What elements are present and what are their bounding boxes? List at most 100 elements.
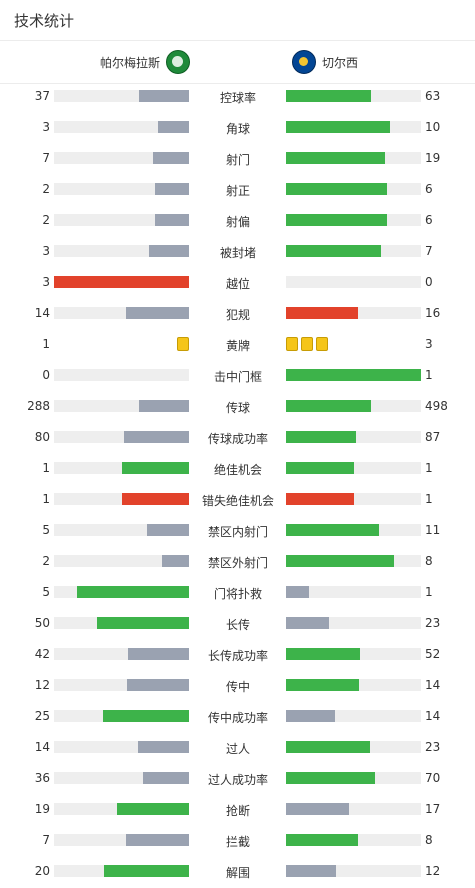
away-bar-fill [286,400,372,412]
away-stat-value: 14 [425,678,441,692]
stat-row: 2 射正 6 [0,180,475,200]
section-header: 技术统计 [0,0,475,41]
home-bar-track [54,555,189,567]
away-bar-fill [286,617,330,629]
stat-label: 过人 [225,742,250,756]
away-bar-fill [286,121,390,133]
home-stat-value: 1 [42,492,50,506]
home-bar-track [54,524,189,536]
away-stat-value: 1 [425,368,433,382]
stat-label: 解围 [225,866,250,880]
stat-row: 14 犯规 16 [0,304,475,324]
away-stat-value: 1 [425,461,433,475]
away-bar-track [286,431,421,443]
away-stat-value: 0 [425,275,433,289]
home-stat-value: 19 [34,802,50,816]
stat-row: 25 传中成功率 14 [0,707,475,727]
away-bar-track [286,524,421,536]
stat-row: 19 抢断 17 [0,800,475,820]
home-bar-fill [76,586,189,598]
away-bar-fill [286,648,361,660]
home-bar-track [54,152,189,164]
away-bar-fill [286,214,388,226]
stat-row: 12 传中 14 [0,676,475,696]
home-bar-fill [155,214,189,226]
home-bar-track [54,865,189,877]
home-bar-fill [148,245,189,257]
stat-label: 传球 [225,401,250,415]
stat-row: 50 长传 23 [0,614,475,634]
home-bar-fill [157,121,189,133]
chelsea-logo-icon [292,50,316,74]
away-stat-value: 7 [425,244,433,258]
away-bar-track [286,865,421,877]
home-bar-fill [121,462,189,474]
away-bar-track [286,121,421,133]
away-bar-fill [286,803,350,815]
home-stat-value: 42 [34,647,50,661]
stat-label: 禁区外射门 [207,556,268,570]
home-bar-track [54,741,189,753]
home-stat-value: 5 [42,585,50,599]
stat-label: 射门 [225,153,250,167]
away-stat-value: 52 [425,647,441,661]
home-bar-fill [152,152,189,164]
yellow-card-icon [177,337,189,351]
away-stat-value: 16 [425,306,441,320]
away-bar-track [286,741,421,753]
away-bar-fill [286,369,421,381]
away-bar-track [286,617,421,629]
stat-label: 门将扑救 [213,587,262,601]
stat-row: 42 长传成功率 52 [0,645,475,665]
yellow-card-icon [286,337,298,351]
yellow-card-icon [316,337,328,351]
stat-label: 传球成功率 [207,432,268,446]
stat-label: 控球率 [219,91,256,105]
away-bar-fill [286,431,357,443]
stat-row: 2 射偏 6 [0,211,475,231]
away-stat-value: 10 [425,120,441,134]
home-team-name: 帕尔梅拉斯 [99,55,160,70]
home-bar-fill [126,679,189,691]
stat-label: 传中成功率 [207,711,268,725]
home-stat-value: 50 [34,616,50,630]
away-bar-track [286,648,421,660]
away-bar-fill [286,90,372,102]
home-bar-track [54,276,189,288]
home-bar-fill [139,90,189,102]
stat-label: 过人成功率 [207,773,268,787]
away-bar-track [286,493,421,505]
stat-row: 36 过人成功率 70 [0,769,475,789]
home-bar-track [54,772,189,784]
stat-row: 14 过人 23 [0,738,475,758]
away-bar-track [286,834,421,846]
home-bar-fill [147,524,189,536]
away-cards [286,337,328,351]
away-team[interactable]: 切尔西 [292,41,358,83]
stat-row: 288 传球 498 [0,397,475,417]
away-stat-value: 17 [425,802,441,816]
home-bar-track [54,121,189,133]
away-stat-value: 8 [425,554,433,568]
home-team[interactable]: 帕尔梅拉斯 [100,41,190,83]
home-bar-track [54,183,189,195]
stat-label: 击中门框 [213,370,262,384]
home-stat-value: 5 [42,523,50,537]
away-stat-value: 11 [425,523,441,537]
away-stat-value: 23 [425,616,441,630]
stat-row: 1 错失绝佳机会 1 [0,490,475,510]
away-bar-track [286,369,421,381]
away-bar-fill [286,741,370,753]
home-bar-track [54,90,189,102]
stat-label: 禁区内射门 [207,525,268,539]
away-bar-fill [286,152,385,164]
home-stat-value: 37 [34,89,50,103]
home-bar-track [54,400,189,412]
away-bar-track [286,90,421,102]
away-stat-value: 8 [425,833,433,847]
away-stat-value: 23 [425,740,441,754]
stat-row: 3 被封堵 7 [0,242,475,262]
away-team-name: 切尔西 [322,55,359,70]
away-bar-track [286,152,421,164]
stat-label: 绝佳机会 [213,463,262,477]
